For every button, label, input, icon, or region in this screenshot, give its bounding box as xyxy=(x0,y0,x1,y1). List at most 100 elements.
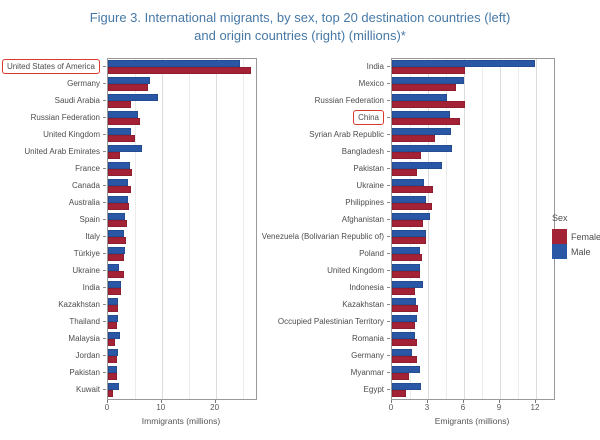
category-label: Russian Federation xyxy=(314,95,384,105)
category-label-row: Bangladesh xyxy=(257,143,391,160)
category-label-row: Türkiye xyxy=(3,245,107,262)
category-label: Poland xyxy=(359,248,384,258)
male-bar xyxy=(392,349,413,357)
y-tick-mark xyxy=(103,201,106,203)
y-tick-mark xyxy=(103,388,106,390)
sex-legend: Sex Female Male xyxy=(552,213,600,259)
highlighted-category-label: China xyxy=(353,109,384,125)
category-label-row: France xyxy=(3,160,107,177)
bar-row xyxy=(108,161,256,178)
figure-title-line1: Figure 3. International migrants, by sex… xyxy=(89,10,511,25)
origin-axis-labels: India Mexico Russian Federation China Syrian… xyxy=(257,58,391,400)
y-tick-mark xyxy=(103,252,106,254)
male-bar xyxy=(108,60,240,68)
male-bar xyxy=(108,179,129,187)
bar-row xyxy=(392,382,554,399)
origin-plot-panel xyxy=(391,57,555,400)
bar-row xyxy=(392,246,554,263)
category-label-row: Canada xyxy=(3,177,107,194)
x-tick-label: 10 xyxy=(156,402,166,412)
destination-axis-labels: United States of America Germany Saudi Ara… xyxy=(1,58,107,400)
bar-row xyxy=(108,127,256,144)
category-label: Türkiye xyxy=(73,248,100,258)
bar-row xyxy=(392,178,554,195)
category-label-row: Mexico xyxy=(257,75,391,92)
y-tick-mark xyxy=(103,82,106,84)
category-label: Canada xyxy=(71,180,100,190)
male-bar xyxy=(108,281,121,289)
category-label-row: Venezuela (Bolivarian Republic of) xyxy=(257,228,391,245)
male-bar xyxy=(392,366,420,374)
female-bar xyxy=(108,186,131,194)
category-label: Bangladesh xyxy=(341,146,384,156)
male-bar xyxy=(108,111,139,119)
female-bar xyxy=(392,152,421,160)
highlighted-category-label: United States of America xyxy=(1,58,100,74)
female-bar xyxy=(108,322,118,330)
y-tick-mark xyxy=(387,252,390,254)
male-bar xyxy=(392,298,416,306)
y-tick-mark xyxy=(103,320,106,322)
y-tick-mark xyxy=(387,218,390,220)
category-label: Russian Federation xyxy=(30,112,100,122)
y-tick-mark xyxy=(103,99,106,101)
y-tick-mark xyxy=(387,99,390,101)
female-bar xyxy=(392,67,466,75)
male-bar xyxy=(108,298,118,306)
y-tick-mark xyxy=(103,133,106,135)
major-gridline xyxy=(427,58,429,399)
bar-row xyxy=(392,93,554,110)
category-label: Ukraine xyxy=(72,265,100,275)
y-tick-mark xyxy=(387,184,390,186)
category-label: Italy xyxy=(85,231,100,241)
male-bar xyxy=(392,196,426,204)
bar-row xyxy=(392,161,554,178)
male-bar xyxy=(392,281,424,289)
female-bar xyxy=(392,271,420,279)
y-tick-mark xyxy=(387,65,390,67)
y-tick-mark xyxy=(103,65,106,67)
minor-gridline xyxy=(482,58,483,399)
legend-label-male: Male xyxy=(571,246,591,257)
bar-row xyxy=(392,212,554,229)
bar-row xyxy=(392,127,554,144)
origin-chart-body: India Mexico Russian Federation China Syrian… xyxy=(257,57,555,400)
bar-row xyxy=(108,331,256,348)
female-bar xyxy=(392,339,418,347)
destination-x-axis: 0 10 20 xyxy=(104,399,255,413)
category-label: Kuwait xyxy=(75,384,100,394)
major-gridline xyxy=(161,58,163,399)
category-label: Romania xyxy=(351,333,384,343)
minor-gridline xyxy=(518,58,519,399)
female-bar xyxy=(108,288,122,296)
x-tick-label: 0 xyxy=(104,402,110,412)
y-tick-mark xyxy=(387,371,390,373)
category-label: Indonesia xyxy=(349,282,384,292)
destination-x-axis-title: Immigrants (millions) xyxy=(141,415,221,426)
y-tick-mark xyxy=(103,218,106,220)
x-tick-mark xyxy=(462,399,464,403)
y-tick-mark xyxy=(387,303,390,305)
category-label: Malaysia xyxy=(68,333,100,343)
category-label-row: Philippines xyxy=(257,194,391,211)
bar-row xyxy=(392,144,554,161)
category-label: Egypt xyxy=(363,384,384,394)
y-tick-mark xyxy=(387,337,390,339)
category-label: Occupied Palestinian Territory xyxy=(277,316,384,326)
bar-row xyxy=(108,212,256,229)
y-tick-mark xyxy=(103,354,106,356)
category-label-row: Russian Federation xyxy=(3,109,107,126)
male-bar xyxy=(108,332,120,340)
y-tick-mark xyxy=(387,286,390,288)
category-label-row: Kazakhstan xyxy=(257,296,391,313)
male-bar xyxy=(108,366,118,374)
x-tick-mark xyxy=(214,399,216,403)
origin-chart: India Mexico Russian Federation China Syrian… xyxy=(257,57,555,426)
x-tick-label: 9 xyxy=(496,402,502,412)
category-label: Jordan xyxy=(75,350,100,360)
category-label-row: Australia xyxy=(3,194,107,211)
minor-gridline xyxy=(242,58,244,399)
bar-row xyxy=(108,365,256,382)
y-tick-mark xyxy=(387,133,390,135)
male-bar xyxy=(392,162,443,170)
